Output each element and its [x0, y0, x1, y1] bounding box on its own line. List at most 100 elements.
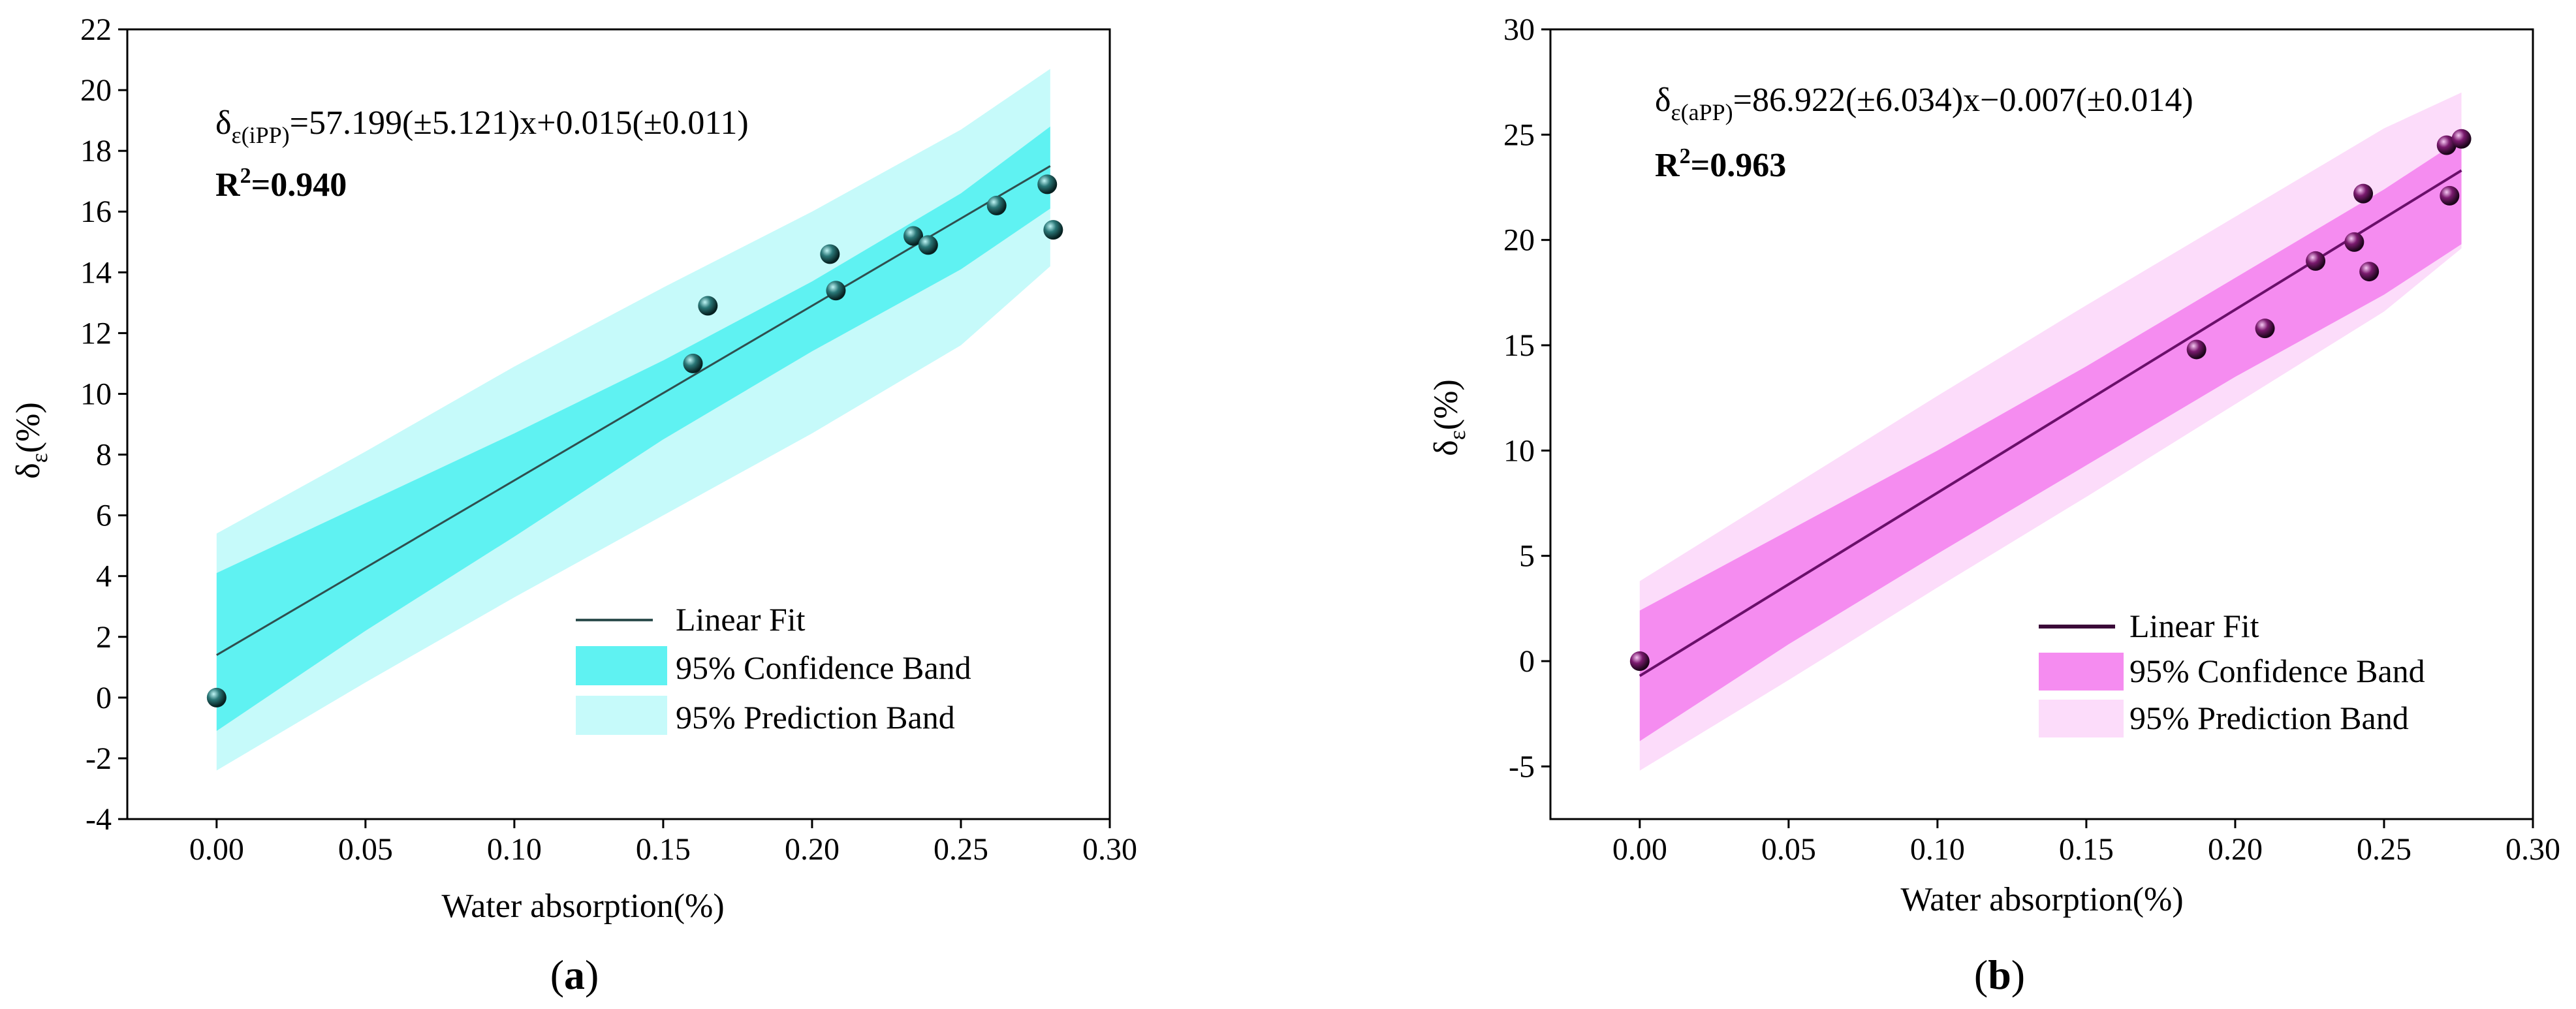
- confidence-band-b-area: [1639, 138, 2462, 741]
- y-tick-label-b-3: 10: [1503, 433, 1535, 468]
- r-squared-b: R2=0.963: [1655, 144, 1786, 184]
- panel-label-a-letter: a: [564, 952, 585, 998]
- y-tick-label-a-12: 20: [80, 73, 112, 108]
- fit-line-a: [216, 165, 1051, 656]
- equation-a-subscript: ε(iPP): [232, 122, 290, 148]
- x-axis-title-b: Water absorption(%): [1900, 881, 2183, 918]
- x-tick-label-a-3: 0.15: [636, 832, 691, 867]
- data-point-a-4: [820, 244, 840, 264]
- legend-a: Linear Fit 95% Confidence Band 95% Predi…: [576, 601, 971, 736]
- data-points-b: [1629, 129, 2472, 671]
- y-tick-label-b-1: 0: [1519, 644, 1535, 679]
- y-axis-title-b-sub: ε: [1444, 430, 1470, 440]
- equation-b: δε(aPP)=86.922(±6.034)x−0.007(±0.014): [1655, 82, 2193, 125]
- data-point-a-8: [986, 195, 1007, 215]
- legend-a-confidence-label: 95% Confidence Band: [676, 649, 971, 686]
- y-axis-title-a-main: δ: [10, 463, 47, 479]
- fit-line-a-path: [216, 165, 1051, 656]
- x-tick-label-a-0: 0.00: [189, 832, 244, 867]
- data-point-b-3: [2255, 318, 2275, 339]
- legend-b-fit-label: Linear Fit: [2129, 608, 2259, 644]
- data-point-b-4: [2306, 251, 2326, 271]
- y-tick-label-a-9: 14: [80, 255, 112, 290]
- x-tick-label-b-5: 0.25: [2357, 832, 2411, 867]
- x-tick-label-b-6: 0.30: [2505, 832, 2560, 867]
- y-tick-label-b-5: 20: [1503, 223, 1535, 258]
- panel-label-b-letter: b: [1988, 952, 2011, 998]
- data-point-b-10: [2451, 129, 2472, 149]
- legend-a-confidence-swatch: [576, 646, 667, 685]
- legend-b-prediction-label: 95% Prediction Band: [2129, 700, 2409, 736]
- panel-label-b: (b): [1974, 952, 2025, 998]
- y-tick-label-a-1: -2: [86, 741, 112, 776]
- equation-b-subscript: ε(aPP): [1671, 99, 1733, 125]
- y-tick-label-b-2: 5: [1519, 539, 1535, 574]
- data-point-a-1: [206, 687, 227, 707]
- plot-frame-b: [1549, 28, 2534, 820]
- data-point-a-5: [826, 281, 846, 301]
- plot-frame-a: [126, 28, 1111, 820]
- x-tick-label-a-4: 0.20: [785, 832, 840, 867]
- y-tick-label-a-13: 22: [80, 12, 112, 47]
- y-axis-title-b-main: δ: [1428, 440, 1465, 456]
- y-tick-label-b-4: 15: [1503, 328, 1535, 363]
- r-squared-b-value: =0.963: [1691, 147, 1787, 184]
- y-tick-label-b-7: 30: [1503, 12, 1535, 47]
- chart-panel-b: 0.00 0.05 0.10 0.15 0.20 0.25 0.30 -5 0 5 10 15 20 25…: [1428, 12, 2560, 998]
- y-tick-label-a-10: 16: [80, 194, 112, 229]
- x-tick-label-a-6: 0.30: [1082, 832, 1137, 867]
- chart-panel-a: 0.00 0.05 0.10 0.15 0.20 0.25 0.30 -4 -2 0 2 4 6 8 10 1…: [10, 12, 1137, 998]
- y-tick-label-a-6: 8: [96, 438, 112, 473]
- x-tick-label-b-1: 0.05: [1761, 832, 1816, 867]
- y-tick-label-a-11: 18: [80, 134, 112, 168]
- confidence-band-a-area: [216, 126, 1050, 732]
- x-tick-label-b-2: 0.10: [1910, 832, 1965, 867]
- x-axis-title-a: Water absorption(%): [441, 888, 724, 925]
- data-point-b-9: [2440, 185, 2460, 206]
- y-axis-title-b: δε(%): [1428, 379, 1470, 456]
- fit-line-b-path: [1639, 169, 2462, 677]
- legend-a-prediction-label: 95% Prediction Band: [676, 699, 955, 736]
- x-tick-label-b-4: 0.20: [2208, 832, 2263, 867]
- y-tick-label-a-7: 10: [80, 377, 112, 411]
- data-point-a-3: [698, 296, 718, 316]
- data-point-a-6: [903, 226, 923, 246]
- x-tick-label-b-0: 0.00: [1612, 832, 1667, 867]
- equation-b-prefix: δ: [1655, 82, 1671, 119]
- data-point-a-7: [918, 235, 938, 255]
- legend-b-confidence-label: 95% Confidence Band: [2129, 653, 2425, 689]
- data-point-a-10: [1043, 220, 1063, 240]
- r-squared-b-sup: 2: [1680, 144, 1691, 168]
- y-tick-label-b-0: -5: [1509, 749, 1535, 784]
- r-squared-a-value: =0.940: [251, 166, 347, 204]
- y-axis-title-a-sub: ε: [26, 453, 52, 463]
- y-tick-label-a-8: 12: [80, 316, 112, 350]
- equation-b-body: =86.922(±6.034)x−0.007(±0.014): [1733, 82, 2193, 119]
- panel-label-a: (a): [550, 952, 599, 998]
- y-tick-label-a-5: 6: [96, 499, 112, 533]
- data-point-b-1: [1629, 651, 1650, 671]
- r-squared-a: R2=0.940: [215, 164, 347, 204]
- data-point-b-7: [2359, 262, 2380, 282]
- legend-a-fit-label: Linear Fit: [676, 601, 806, 638]
- y-axis-title-a-suffix: (%): [10, 402, 47, 453]
- x-tick-label-a-1: 0.05: [338, 832, 393, 867]
- x-tick-label-a-5: 0.25: [934, 832, 988, 867]
- legend-a-prediction-swatch: [576, 696, 667, 735]
- axes-a: 0.00 0.05 0.10 0.15 0.20 0.25 0.30 -4 -2 0 2 4 6 8 10 1…: [80, 12, 1137, 867]
- equation-a: δε(iPP)=57.199(±5.121)x+0.015(±0.011): [215, 104, 749, 148]
- data-point-b-5: [2344, 232, 2364, 252]
- legend-b-confidence-swatch: [2039, 653, 2124, 691]
- r-squared-a-sup: 2: [240, 164, 251, 188]
- data-point-a-2: [683, 353, 703, 373]
- equation-a-prefix: δ: [215, 104, 232, 142]
- y-tick-label-a-2: 0: [96, 681, 112, 715]
- y-tick-label-b-6: 25: [1503, 117, 1535, 152]
- data-point-b-8: [2436, 135, 2457, 155]
- axes-b: 0.00 0.05 0.10 0.15 0.20 0.25 0.30 -5 0 5 10 15 20 25…: [1503, 12, 2560, 867]
- equation-a-body: =57.199(±5.121)x+0.015(±0.011): [290, 104, 749, 142]
- data-point-a-9: [1037, 174, 1058, 194]
- r-squared-b-label: R: [1655, 147, 1680, 184]
- y-tick-label-a-4: 4: [96, 559, 112, 594]
